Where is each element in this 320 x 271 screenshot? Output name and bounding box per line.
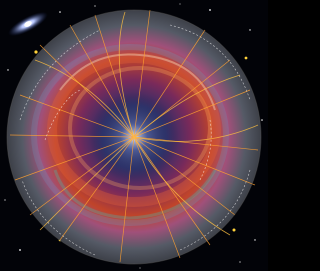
page: (() => { const data = JSON.parse(documen… xyxy=(0,0,320,271)
scene xyxy=(0,0,268,271)
